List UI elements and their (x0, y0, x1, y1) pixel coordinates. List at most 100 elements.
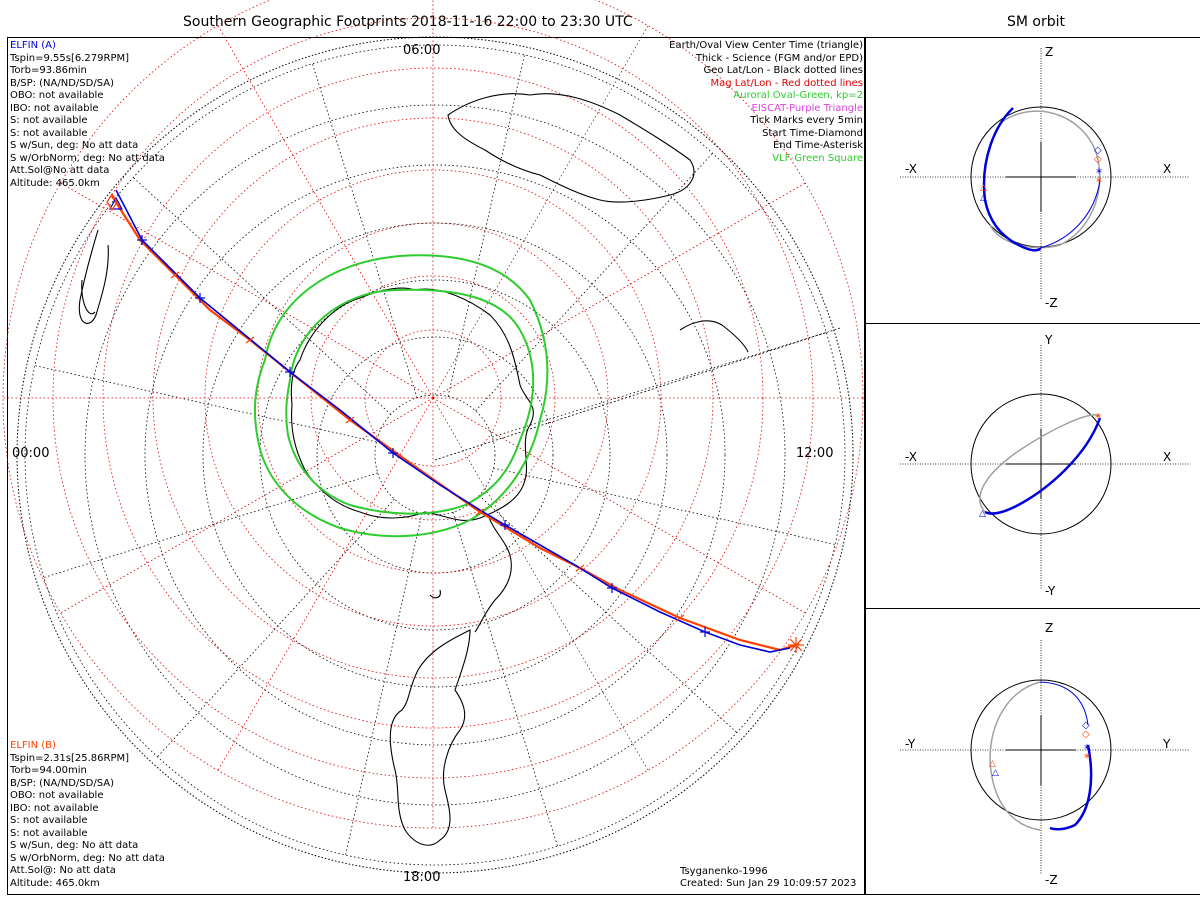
tick-mark-b (575, 564, 585, 572)
earth-limb (16, 36, 854, 874)
start-triangle-a (108, 196, 124, 210)
sm-xy-bottom-label: -Y (1045, 584, 1056, 598)
tick-mark-b (245, 336, 255, 344)
elfin-b-line: Altitude: 465.0km (10, 877, 100, 889)
antarctic-peninsula-coast (474, 514, 512, 633)
sm-yz-bottom-label: -Z (1045, 873, 1058, 887)
elfin-b-line: IBO: not available (10, 802, 99, 814)
sm-xz-right-label: X (1163, 162, 1172, 176)
legend-item: Mag Lat/Lon - Red dotted lines (710, 77, 863, 89)
tick-mark-b (345, 416, 355, 424)
elfin-a-line: S w/OrbNorm, deg: No att data (10, 152, 165, 164)
geo-lat-circle (202, 222, 668, 688)
elfin-b-line: S w/OrbNorm, deg: No att data (10, 852, 165, 864)
mag-lat-circle (257, 222, 609, 574)
end-asterisk (789, 638, 803, 652)
elfin-a-info: ELFIN (A) Tspin=9.55s[6.279RPM] Torb=93.… (10, 40, 165, 190)
start-diamond-b (106, 192, 118, 212)
elfin-a-line: Altitude: 465.0km (10, 177, 100, 189)
sm-panel-xz: ◇ ◇ * * △ △ (900, 48, 1190, 300)
view-triangle: △ (979, 509, 986, 519)
earth-circle (970, 106, 1112, 248)
elfin-a-line: Torb=93.86min (10, 65, 87, 76)
orbit-a-blue (1039, 681, 1089, 726)
mag-lat-circle (102, 67, 764, 729)
mag-lat-circle (310, 275, 556, 521)
legend-item: Earth/Oval View Center Time (triangle) (669, 40, 863, 51)
model-label: Tsyganenko-1996 (680, 866, 768, 877)
legend-item: Start Time-Diamond (762, 127, 863, 139)
view-triangle-a: △ (980, 193, 987, 203)
legend-item: VLF-Green Square (772, 152, 863, 164)
sm-orbit-title: SM orbit (1007, 14, 1066, 30)
elfin-a-line: Att.Sol@No att data (10, 165, 110, 176)
elfin-a-name: ELFIN (A) (10, 40, 56, 51)
end-asterisk-b: * (1084, 751, 1090, 765)
sm-yz-top-label: Z (1045, 621, 1054, 635)
elfin-b-line: B/SP: (NA/ND/SD/SA) (10, 777, 114, 789)
end-asterisk-b: * (1096, 175, 1102, 189)
view-triangle-b: △ (980, 183, 987, 193)
legend-item: EISCAT-Purple Triangle (751, 102, 864, 114)
sm-panel-xy: * △ (900, 345, 1190, 590)
end-asterisk-a: * (1084, 742, 1090, 756)
elfin-b-line: OBO: not available (10, 790, 104, 801)
elfin-b-line: S: not available (10, 827, 88, 839)
elfin-b-info: ELFIN (B) Tspin=2.31s[25.86RPM] Torb=94.… (10, 740, 165, 890)
plot-title: Southern Geographic Footprints 2018-11-1… (183, 14, 633, 30)
sm-xz-bottom-label: -Z (1045, 296, 1058, 310)
sm-orbit-frame (865, 37, 1200, 895)
legend-item: End Time-Asterisk (772, 140, 863, 151)
auroral-oval-outer (253, 254, 549, 538)
orbit-a-blue-thin (1039, 179, 1101, 249)
elfin-a-line: Tspin=9.55s[6.279RPM] (10, 52, 130, 64)
elfin-a-line: S: not available (10, 115, 88, 126)
orbit-a-blue (982, 107, 1042, 252)
orbit-a-blue-thick (1049, 744, 1093, 831)
orbit-b-gray (989, 681, 1041, 831)
new-zealand-coast (679, 320, 749, 353)
elfin-a-line: IBO: not available (10, 102, 99, 114)
mag-grid (2, 0, 864, 829)
earth-circle (970, 393, 1112, 535)
orbit-a-blue (984, 417, 1102, 515)
sm-divider-1 (865, 323, 1200, 324)
sm-divider-2 (865, 608, 1200, 609)
tick-mark-b (475, 508, 485, 516)
orbit-b-gray (989, 110, 1101, 249)
legend-item: Auroral Oval-Green, kp=2 (733, 90, 863, 101)
australia-coast (447, 93, 695, 203)
south-georgia-coast (429, 589, 441, 599)
elfin-b-line: Torb=94.00min (10, 765, 87, 776)
elfin-a-line: S: not available (10, 127, 88, 139)
start-diamond-b: ◇ (1082, 729, 1090, 740)
mag-lat-circle (2, 0, 864, 829)
elfin-b-line: S w/Sun, deg: No att data (10, 840, 139, 851)
clock-label-bottom: 18:00 (403, 870, 441, 885)
geo-lat-circle (24, 44, 846, 866)
legend-item: Tick Marks every 5min (750, 115, 863, 126)
legend-item: Geo Lat/Lon - Black dotted lines (703, 65, 863, 76)
sm-yz-left-label: -Y (905, 737, 916, 751)
view-triangle-a: △ (992, 768, 999, 778)
auroral-oval-inner (285, 288, 535, 515)
elfin-a-line: OBO: not available (10, 90, 104, 101)
sm-xy-top-label: Y (1045, 333, 1053, 347)
start-diamond-b: ◇ (1094, 154, 1102, 165)
sm-xz-left-label: -X (905, 162, 917, 176)
madagascar-coast (81, 279, 96, 315)
tick-mark-b (675, 614, 685, 622)
geo-lat-circle (84, 104, 786, 806)
map-frame (7, 37, 865, 895)
view-triangle-b: △ (989, 759, 996, 769)
sm-panel-yz: ◇ ◇ * * △ △ (900, 640, 1190, 875)
elfin-a-line: B/SP: (NA/ND/SD/SA) (10, 77, 114, 89)
geo-lat-circle (259, 279, 611, 631)
end-asterisk-a: * (1096, 166, 1102, 180)
created-label: Created: Sun Jan 29 10:09:57 2023 (680, 878, 857, 889)
geo-lat-circle (374, 394, 496, 516)
clock-label-left: 00:00 (12, 446, 50, 461)
geo-lat-circle (144, 164, 726, 746)
orbit-b-gray (979, 414, 1101, 513)
